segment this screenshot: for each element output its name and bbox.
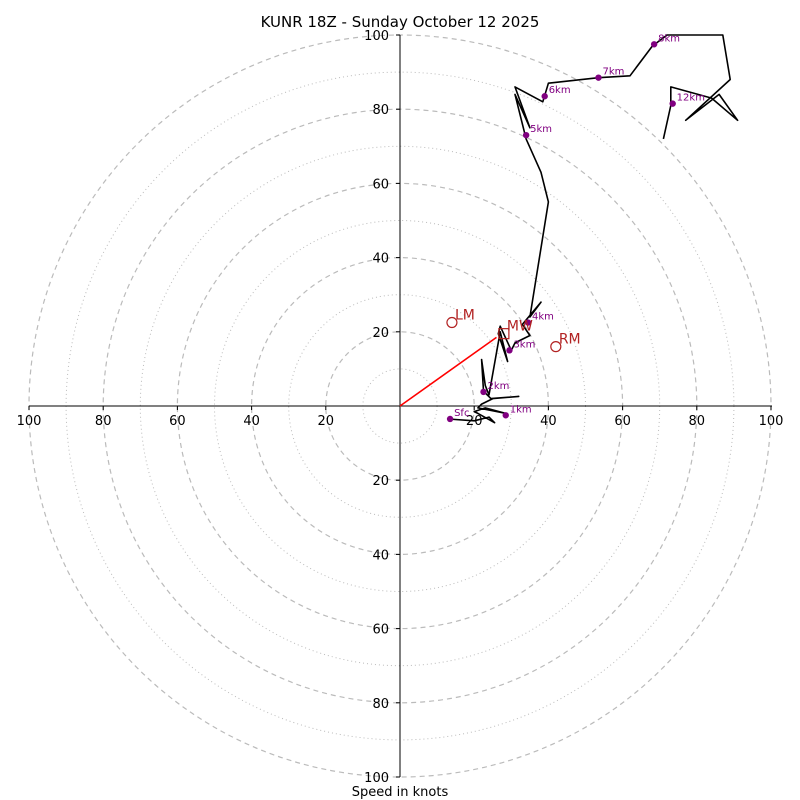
x-tick-label-left: 20 xyxy=(318,414,335,429)
height-marker-label: 2km xyxy=(487,381,509,392)
height-marker-label: 4km xyxy=(532,312,554,323)
storm-motion-marker xyxy=(446,316,458,329)
x-tick-label-right: 40 xyxy=(540,414,557,429)
height-marker-dot xyxy=(541,93,548,100)
chart-title: KUNR 18Z - Sunday October 12 2025 xyxy=(261,13,540,31)
storm-motion-label: LM xyxy=(455,308,475,324)
height-markers: Sfc 1km 2km 3km 4km 5km 6km 7km 8km 12km xyxy=(446,33,705,423)
y-tick-label-up: 60 xyxy=(372,177,389,192)
height-marker-label: 7km xyxy=(602,67,624,78)
x-axis-label: Speed in knots xyxy=(352,785,449,800)
y-tick-label-down: 100 xyxy=(364,771,389,786)
height-marker-label: 6km xyxy=(549,85,571,96)
shear-vector-line xyxy=(399,336,497,407)
x-tick-label-left: 80 xyxy=(95,414,112,429)
height-marker-dot xyxy=(502,412,509,419)
height-marker-label: Sfc xyxy=(454,408,469,419)
height-marker-dot xyxy=(522,131,530,139)
y-tick-label-up: 100 xyxy=(364,29,389,44)
x-tick-label-left: 60 xyxy=(169,414,186,429)
y-tick-label-down: 60 xyxy=(372,623,389,638)
height-marker-dot xyxy=(595,74,602,81)
x-tick-label-left: 40 xyxy=(243,414,260,429)
height-marker-label: 5km xyxy=(530,124,552,135)
shear-vector-group xyxy=(399,336,497,407)
storm-motion-marker xyxy=(550,341,562,353)
height-marker-label: 1km xyxy=(510,404,532,415)
height-marker-label: 8km xyxy=(658,33,680,44)
storm-motion-label: RM xyxy=(559,332,581,348)
x-tick-label-left: 100 xyxy=(17,414,42,429)
height-marker-dot xyxy=(669,100,676,107)
height-marker-dot xyxy=(506,347,513,354)
x-tick-label-right: 100 xyxy=(759,414,784,429)
storm-motion-markers: LM MW RM xyxy=(446,308,581,353)
x-tick-label-right: 80 xyxy=(689,414,706,429)
height-marker-dot xyxy=(650,41,658,48)
y-tick-label-down: 20 xyxy=(372,474,389,489)
height-marker-dot xyxy=(524,319,532,326)
storm-motion-marker xyxy=(498,328,510,340)
x-tick-label-right: 60 xyxy=(614,414,631,429)
height-marker-dot xyxy=(446,415,454,423)
y-tick-label-up: 20 xyxy=(372,326,389,341)
height-marker-dot xyxy=(480,388,487,396)
y-tick-label-up: 40 xyxy=(372,252,389,267)
wind-trace-group xyxy=(448,34,739,424)
height-marker-label: 12km xyxy=(677,93,705,104)
height-marker-label: 3km xyxy=(513,339,535,350)
storm-motion-label: MW xyxy=(507,319,533,335)
y-tick-label-up: 80 xyxy=(372,103,389,118)
wind-trace-line xyxy=(448,34,739,424)
y-tick-label-down: 80 xyxy=(372,697,389,712)
y-tick-label-down: 40 xyxy=(372,548,389,563)
